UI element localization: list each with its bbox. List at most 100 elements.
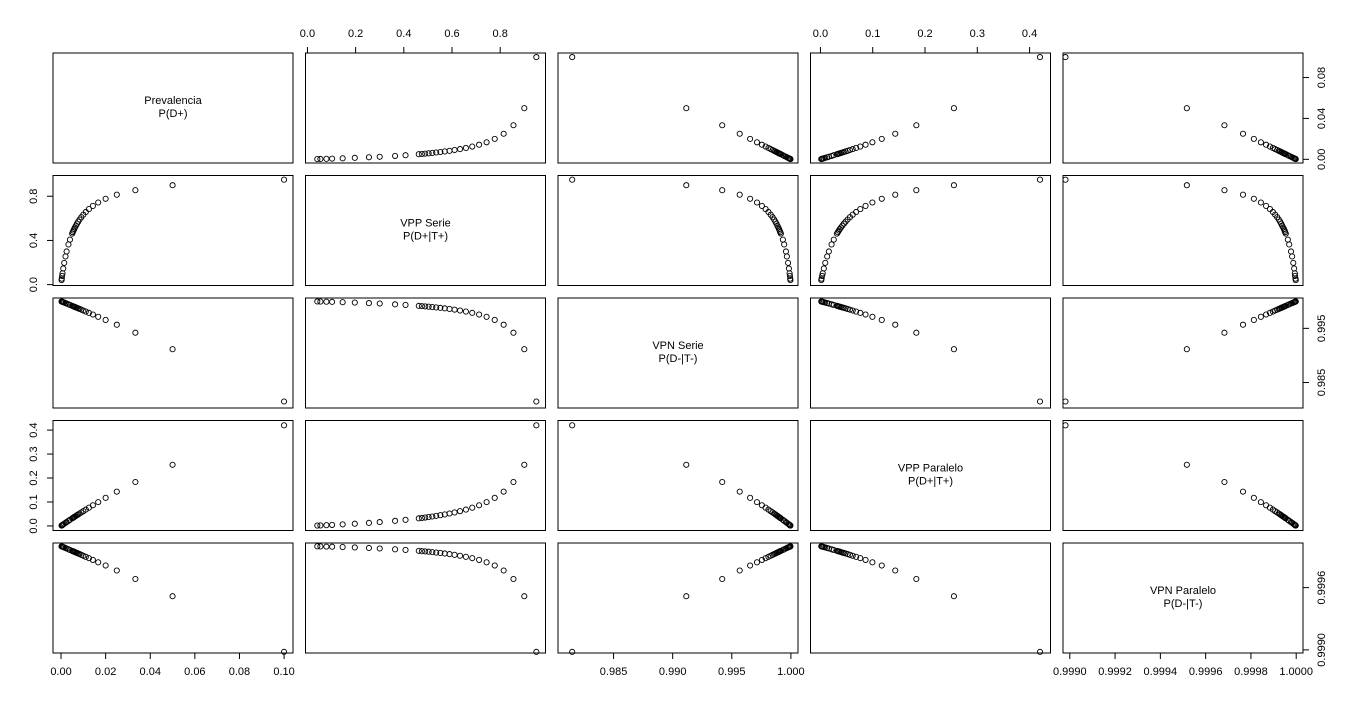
point <box>950 593 957 600</box>
point <box>1257 199 1264 206</box>
point <box>392 546 399 553</box>
point <box>762 143 769 150</box>
panel <box>557 297 799 409</box>
x-tick-label: 0.4 <box>1022 28 1037 40</box>
point <box>469 555 476 562</box>
point <box>510 122 517 129</box>
point <box>878 316 885 323</box>
y-tick-label: 0.995 <box>1316 315 1328 343</box>
point <box>323 298 330 305</box>
point <box>89 311 96 318</box>
point <box>857 143 864 150</box>
point <box>317 298 324 305</box>
point <box>1291 521 1298 528</box>
point <box>569 176 576 183</box>
point <box>339 299 346 306</box>
point <box>95 499 102 506</box>
point <box>376 153 383 160</box>
point <box>95 313 102 320</box>
point <box>476 311 483 318</box>
point <box>878 195 885 202</box>
point <box>314 298 321 305</box>
variable-symbol: P(D+|T+) <box>403 230 448 242</box>
point <box>853 308 860 315</box>
point <box>828 241 835 248</box>
point <box>95 559 102 566</box>
point <box>1250 316 1257 323</box>
point <box>1286 241 1293 248</box>
point <box>433 304 440 311</box>
point <box>95 199 102 206</box>
point <box>500 488 507 495</box>
point <box>351 544 358 551</box>
point <box>476 502 483 509</box>
point <box>376 545 383 552</box>
point <box>314 522 321 529</box>
variable-symbol: P(D+) <box>158 108 187 120</box>
point <box>89 202 96 209</box>
point <box>433 549 440 556</box>
x-tick-label: 0.04 <box>140 666 161 678</box>
point <box>747 562 754 569</box>
x-tick-label: 0.9990 <box>1053 666 1087 678</box>
x-tick-label: 0.02 <box>95 666 116 678</box>
x-tick-label: 0.9996 <box>1189 666 1223 678</box>
panel <box>1062 420 1304 531</box>
panel <box>305 297 546 409</box>
point <box>437 304 444 311</box>
point <box>281 422 288 429</box>
point <box>1036 54 1044 61</box>
point <box>476 141 483 148</box>
panel <box>305 542 546 654</box>
panel <box>52 175 294 286</box>
point <box>132 329 139 336</box>
point <box>429 549 436 556</box>
point <box>892 321 899 328</box>
x-tick-label: 0.0 <box>300 28 315 40</box>
point <box>521 593 528 600</box>
point <box>169 593 176 600</box>
point <box>762 555 769 562</box>
point <box>339 543 346 551</box>
point <box>469 504 476 511</box>
point <box>1221 478 1228 486</box>
point <box>1183 461 1190 468</box>
point <box>1183 182 1190 189</box>
point <box>1036 398 1044 405</box>
point <box>69 230 76 237</box>
point <box>842 218 849 225</box>
panel <box>52 420 294 531</box>
point <box>132 575 139 583</box>
point <box>1250 494 1257 501</box>
point <box>862 556 869 563</box>
point <box>425 548 432 555</box>
point <box>323 522 330 529</box>
point <box>1292 298 1299 305</box>
point <box>521 346 528 353</box>
point <box>483 499 490 506</box>
point <box>402 516 409 523</box>
panel <box>52 297 294 409</box>
point <box>1292 277 1299 284</box>
x-tick-label: 0.10 <box>273 666 294 678</box>
point <box>1239 321 1247 328</box>
x-tick-label: 0.4 <box>396 28 411 40</box>
point <box>862 141 869 148</box>
point <box>822 259 829 266</box>
point <box>1257 499 1264 506</box>
panel <box>810 420 1051 531</box>
point <box>281 176 288 183</box>
y-tick-label: 0.08 <box>1316 67 1328 88</box>
point <box>787 543 794 550</box>
point <box>402 152 409 159</box>
variable-symbol: P(D-|T-) <box>659 353 698 365</box>
panel <box>52 52 294 164</box>
point <box>825 248 832 255</box>
point <box>418 150 425 157</box>
point <box>1266 206 1273 213</box>
point <box>437 512 444 519</box>
point <box>1221 329 1228 336</box>
point <box>753 559 761 566</box>
point <box>833 547 841 554</box>
